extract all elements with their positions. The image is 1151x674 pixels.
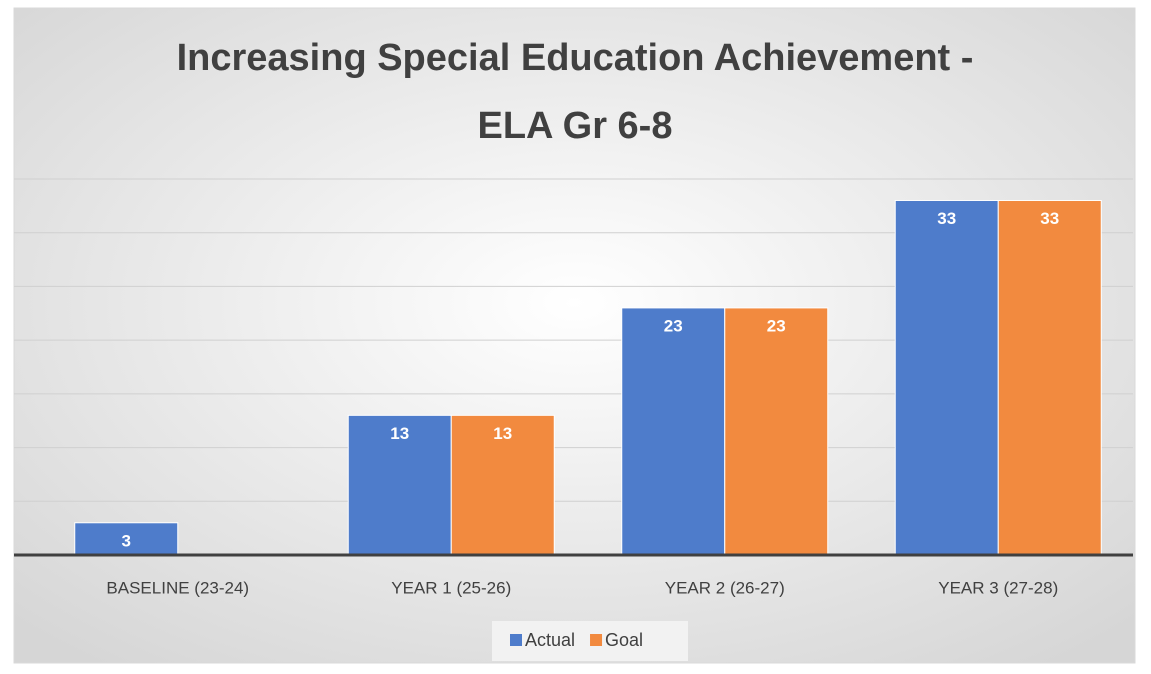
x-tick-label: YEAR 3 (27-28) [938,578,1058,597]
bar [724,307,829,556]
data-label: 13 [390,424,409,443]
bar [621,307,726,556]
legend-label: Actual [525,630,575,650]
legend-swatch [510,634,522,646]
x-tick-label: BASELINE (23-24) [106,578,249,597]
legend-box [492,621,688,661]
data-label: 33 [1040,209,1059,228]
chart-title: Increasing Special Education Achievement… [177,37,974,147]
data-label: 23 [664,316,683,335]
legend-swatch [590,634,603,646]
x-tick-label: YEAR 1 (25-26) [391,578,511,597]
x-tick-label: YEAR 2 (26-27) [665,578,785,597]
data-label: 23 [767,316,786,335]
data-label: 3 [122,531,131,550]
legend: Actual Goal [492,621,688,661]
bar [894,199,999,556]
bar [450,414,555,556]
bar [997,199,1102,556]
data-label: 33 [937,209,956,228]
legend-label: Goal [605,630,643,650]
bar [347,414,452,556]
bar [74,522,179,556]
data-label: 13 [493,424,512,443]
